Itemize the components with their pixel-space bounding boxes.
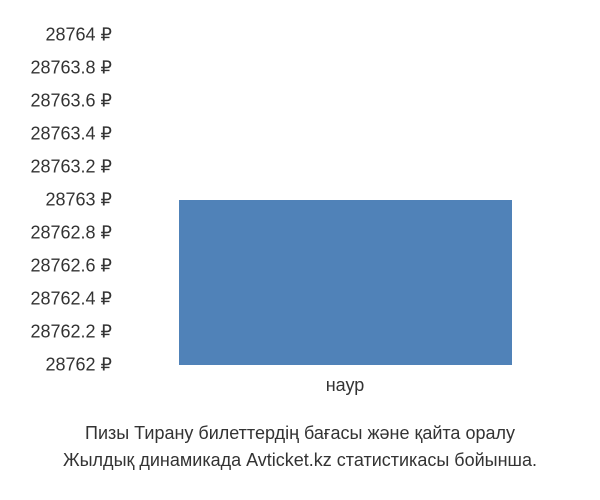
chart-area: 28764 ₽28763.8 ₽28763.6 ₽28763.4 ₽28763.… bbox=[120, 35, 570, 365]
y-axis-label: 28763.8 ₽ bbox=[30, 58, 112, 79]
x-axis-label: наур bbox=[326, 375, 365, 396]
y-axis-label: 28763 ₽ bbox=[45, 190, 112, 211]
y-axis-label: 28762 ₽ bbox=[45, 355, 112, 376]
y-axis-label: 28764 ₽ bbox=[45, 25, 112, 46]
y-axis-label: 28763.4 ₽ bbox=[30, 124, 112, 145]
y-axis-label: 28762.6 ₽ bbox=[30, 256, 112, 277]
y-axis-label: 28763.2 ₽ bbox=[30, 157, 112, 178]
y-axis-label: 28762.2 ₽ bbox=[30, 322, 112, 343]
caption: Пизы Тирану билеттердің бағасы және қайт… bbox=[0, 420, 600, 474]
y-axis-label: 28762.8 ₽ bbox=[30, 223, 112, 244]
y-axis-label: 28763.6 ₽ bbox=[30, 91, 112, 112]
chart-container: 28764 ₽ 28763.8 ₽ 28763.6 ₽ 28763.4 ₽ 28763.… bbox=[0, 0, 600, 500]
y-axis-label: 28762.4 ₽ bbox=[30, 289, 112, 310]
bar bbox=[179, 200, 512, 365]
caption-line-2: Жылдық динамикада Avticket.kz статистика… bbox=[63, 450, 537, 470]
caption-line-1: Пизы Тирану билеттердің бағасы және қайт… bbox=[85, 423, 515, 443]
